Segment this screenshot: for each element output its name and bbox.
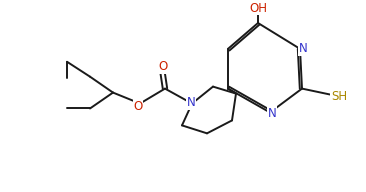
Text: N: N — [268, 107, 276, 120]
Text: SH: SH — [331, 90, 347, 103]
Text: O: O — [158, 60, 168, 73]
Text: N: N — [187, 96, 195, 109]
Text: N: N — [299, 42, 307, 55]
Text: OH: OH — [249, 2, 267, 15]
Text: O: O — [133, 100, 143, 113]
